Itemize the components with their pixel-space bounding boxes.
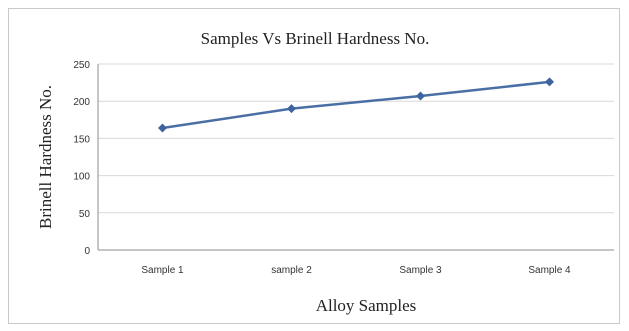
y-tick-label: 200 <box>73 97 90 108</box>
y-tick-label: 50 <box>79 209 91 220</box>
data-point-marker <box>416 91 425 101</box>
data-markers <box>158 77 554 133</box>
y-tick-label: 100 <box>73 172 90 183</box>
chart-frame <box>8 8 620 324</box>
x-tick-label: Sample 1 <box>141 265 184 276</box>
y-axis-title: Brinell Hardness No. <box>36 85 55 229</box>
x-axis-title: Alloy Samples <box>316 296 417 315</box>
x-tick-labels: Sample 1 sample 2 Sample 3 Sample 4 <box>141 265 571 276</box>
x-tick-label: Sample 4 <box>528 265 571 276</box>
y-tick-label: 150 <box>73 134 90 145</box>
x-tick-label: sample 2 <box>271 265 312 276</box>
data-point-marker <box>287 104 296 114</box>
y-tick-label: 250 <box>73 60 90 71</box>
data-point-marker <box>545 77 554 87</box>
grid-lines <box>97 63 614 251</box>
x-tick-label: Sample 3 <box>399 265 442 276</box>
data-point-marker <box>158 123 167 133</box>
chart-title: Samples Vs Brinell Hardness No. <box>201 29 430 48</box>
series-line <box>162 80 550 130</box>
y-tick-label: 0 <box>84 246 90 257</box>
y-tick-labels: 0 50 100 150 200 250 <box>73 60 90 257</box>
